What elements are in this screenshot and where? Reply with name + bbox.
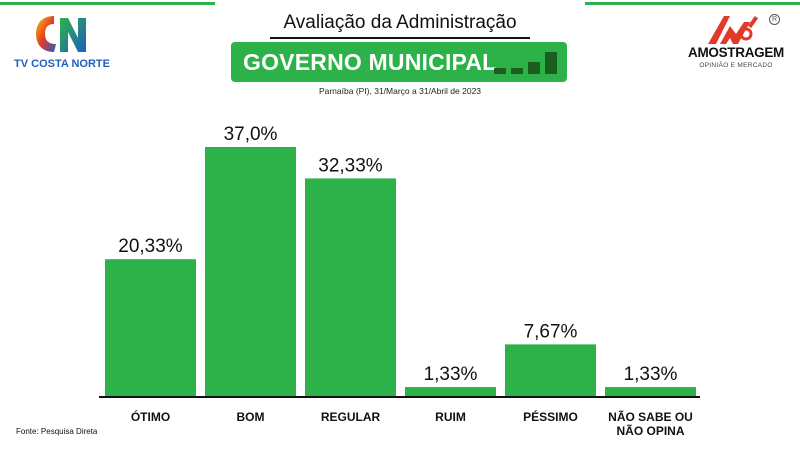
amostragem-logo-tagline: OPINIÃO E MERCADO bbox=[699, 62, 773, 69]
bar bbox=[105, 259, 196, 396]
category-label: BOM bbox=[237, 410, 265, 424]
amostragem-logo-icon bbox=[708, 15, 758, 44]
data-label: 1,33% bbox=[624, 364, 678, 385]
bar-chart-icon bbox=[494, 52, 557, 74]
category-label: ÓTIMO bbox=[131, 409, 170, 424]
top-accent-line-right bbox=[585, 2, 800, 5]
data-label: 1,33% bbox=[424, 364, 478, 385]
category-label: REGULAR bbox=[321, 410, 381, 424]
title-banner: GOVERNO MUNICIPAL bbox=[231, 42, 567, 82]
data-label: 37,0% bbox=[224, 124, 278, 145]
category-label: RUIM bbox=[435, 410, 466, 424]
amostragem-logo: R AMOSTRAGEM OPINIÃO E MERCADO bbox=[680, 12, 792, 72]
tv-costa-norte-logo-icon bbox=[36, 16, 86, 52]
registered-mark-icon: R bbox=[769, 14, 780, 25]
page-title: Avaliação da Administração bbox=[283, 12, 517, 33]
banner-text: GOVERNO MUNICIPAL bbox=[243, 49, 497, 75]
bar bbox=[605, 387, 696, 396]
data-label: 20,33% bbox=[118, 236, 183, 257]
amostragem-logo-text: AMOSTRAGEM bbox=[688, 45, 784, 60]
source-note: Fonte: Pesquisa Direta bbox=[16, 427, 98, 436]
category-label: NÃO SABE OU bbox=[608, 409, 693, 424]
bar bbox=[405, 387, 496, 396]
bar bbox=[505, 344, 596, 396]
bar bbox=[205, 147, 296, 396]
data-label: 7,67% bbox=[524, 321, 578, 342]
tv-costa-norte-logo-text: TV COSTA NORTE bbox=[14, 58, 110, 70]
title-underline bbox=[270, 37, 530, 39]
category-label: PÉSSIMO bbox=[523, 409, 578, 424]
subtitle: Parnaíba (PI), 31/Março a 31/Abril de 20… bbox=[318, 86, 482, 96]
category-label: NÃO OPINA bbox=[616, 423, 684, 438]
bar bbox=[305, 178, 396, 396]
data-label: 32,33% bbox=[318, 155, 383, 176]
top-accent-line-left bbox=[0, 2, 215, 5]
tv-costa-norte-logo: TV COSTA NORTE bbox=[12, 12, 112, 74]
